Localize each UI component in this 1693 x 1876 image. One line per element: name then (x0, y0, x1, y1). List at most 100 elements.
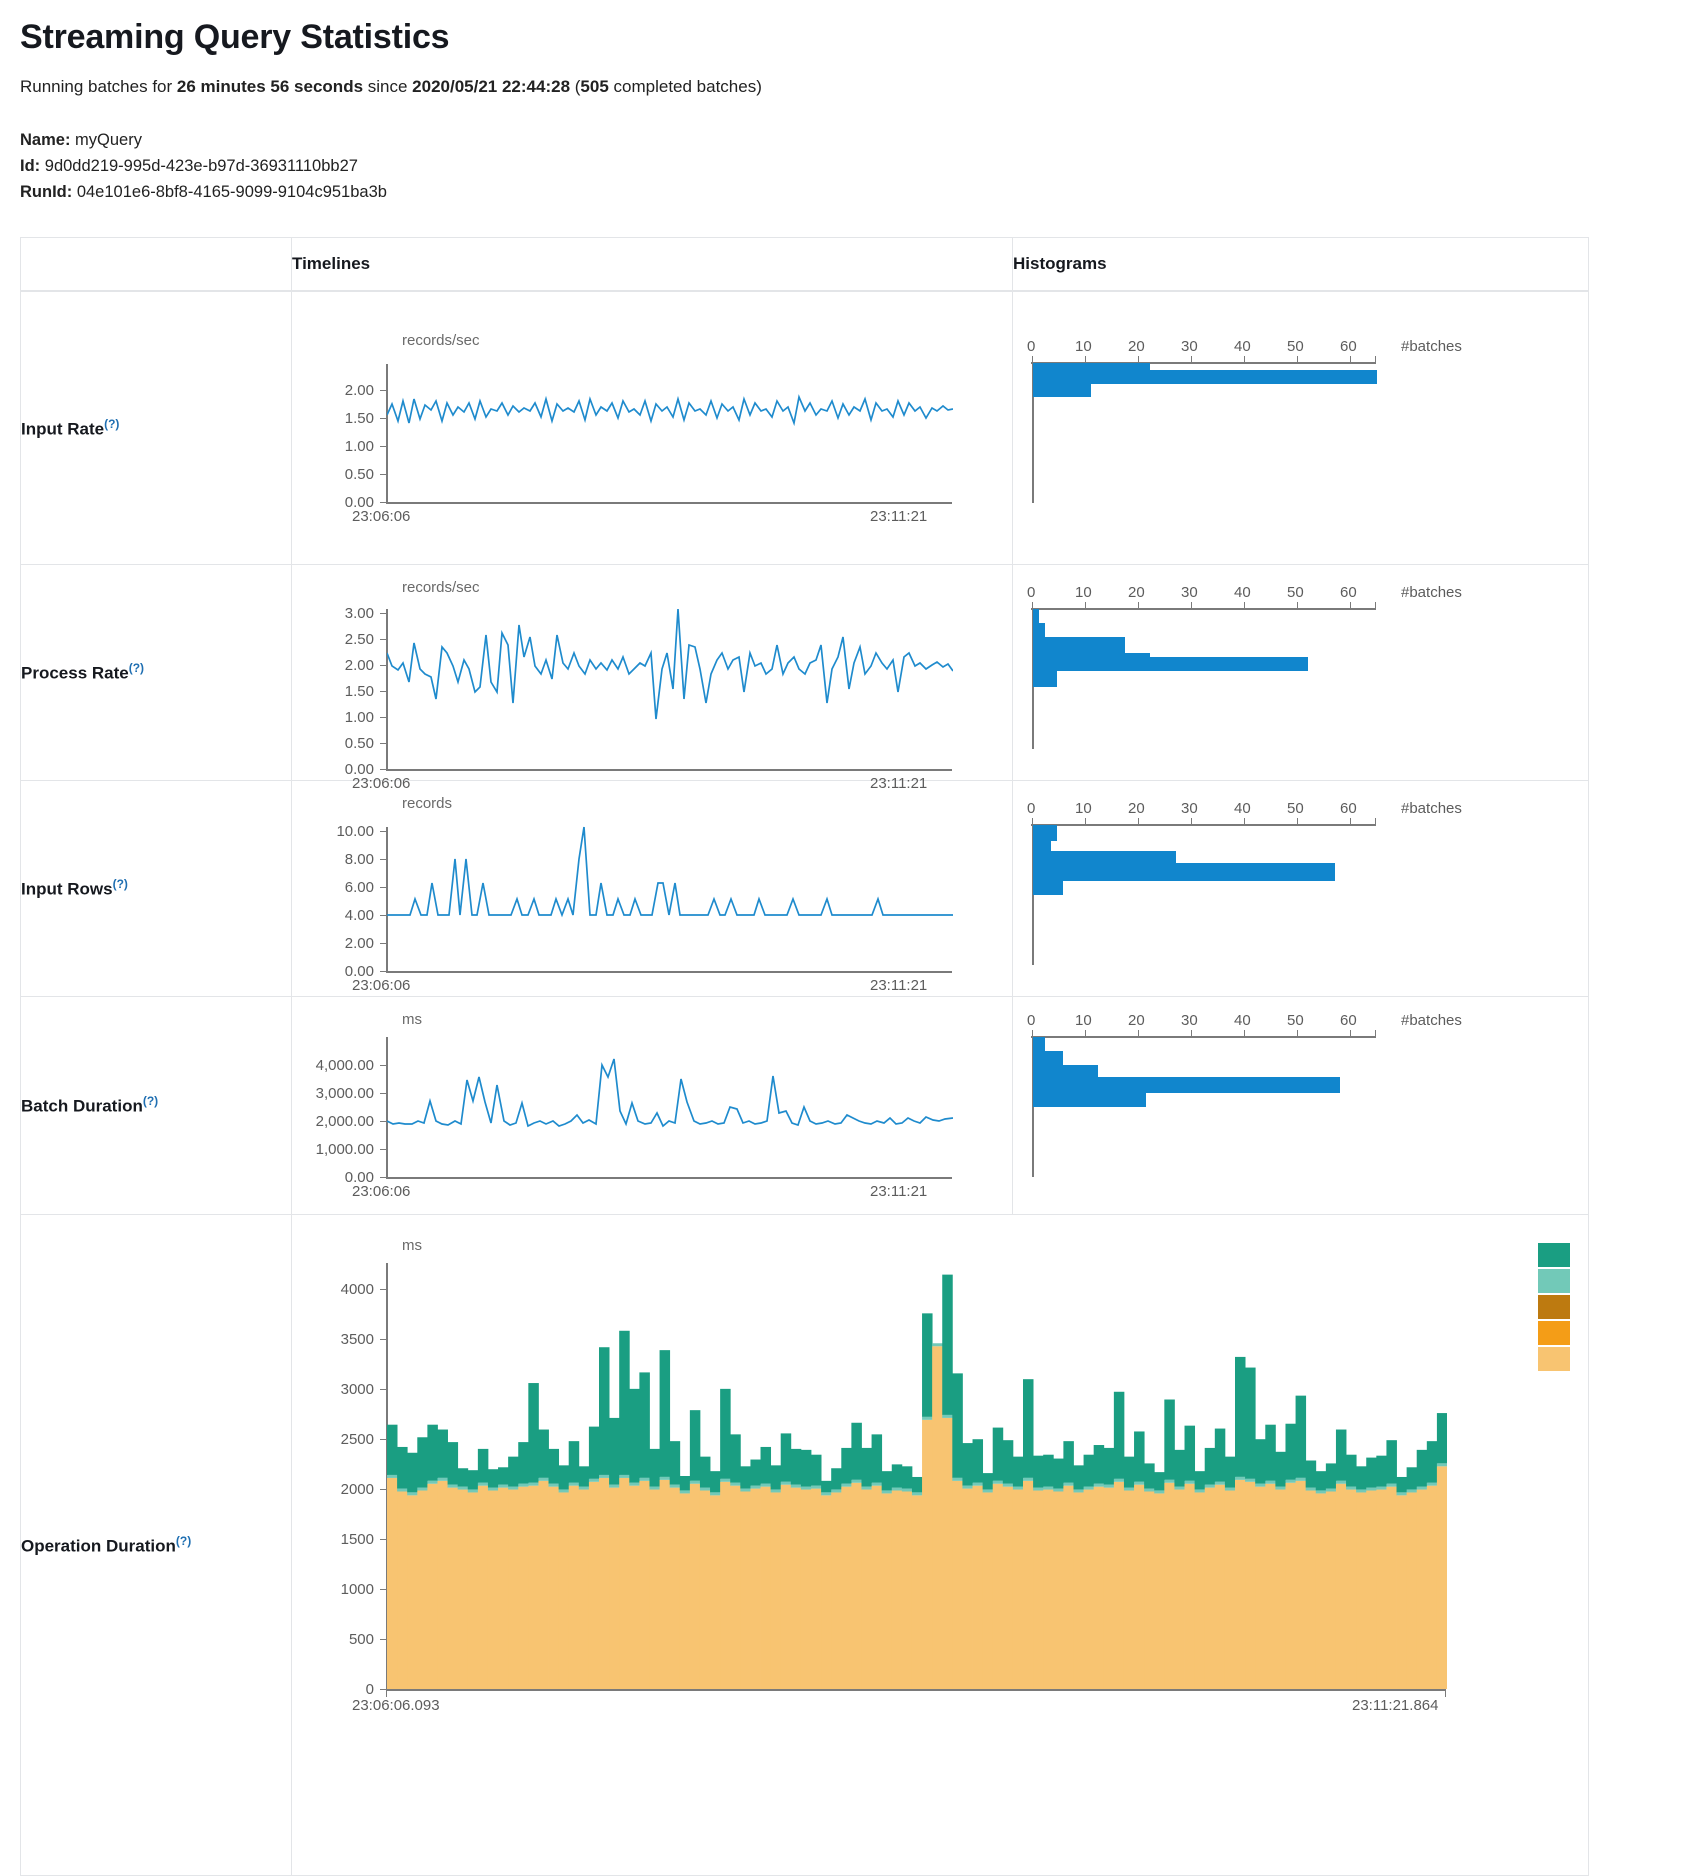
hist-tick-label: 0 (1027, 338, 1036, 355)
op-x-axis-line (386, 1689, 1446, 1691)
op-y-tick-label: 1000 (340, 1581, 374, 1598)
hist-unit-label: #batches (1401, 338, 1462, 355)
op-y-tick-mark (380, 1339, 386, 1340)
timeline-chart-input-rate: records/sec 2.00 1.50 1.00 0.50 0.00 (292, 292, 1012, 564)
hist-tick-mark (1350, 1030, 1351, 1037)
help-icon[interactable]: (?) (104, 416, 120, 431)
y-tick-mark (380, 915, 386, 916)
x-axis-line (386, 502, 952, 504)
histogram-cell-process-rate: 0 10 20 30 40 50 60 #batches (1012, 564, 1589, 781)
column-header-timelines: Timelines (291, 237, 1013, 292)
hist-tick-label: 40 (1234, 338, 1251, 355)
hist-tick-label: 50 (1287, 800, 1304, 817)
help-icon[interactable]: (?) (142, 1094, 159, 1109)
hist-tick-mark (1244, 818, 1245, 825)
op-y-tick-label: 2500 (340, 1431, 374, 1448)
legend-swatch-4[interactable] (1538, 1321, 1570, 1345)
y-tick-mark (380, 613, 386, 614)
y-tick-label: 0.00 (344, 761, 374, 778)
timeline-chart-process-rate: records/sec 3.00 2.50 2.00 1.50 1.00 0.5… (292, 565, 1012, 792)
y-tick-mark (380, 717, 386, 718)
operation-duration-cell: ms 4000 3500 3000 2500 2000 1500 1000 50… (291, 1214, 1589, 1876)
op-y-tick-label: 3000 (340, 1381, 374, 1398)
hist-tick-mark (1085, 818, 1086, 825)
completed-batch-count: 505 (580, 77, 609, 96)
hist-unit-label: #batches (1401, 800, 1462, 817)
hist-vertical-axis (1032, 825, 1034, 965)
hist-tick-mark (1085, 602, 1086, 609)
meta-name-line: Name: myQuery (20, 127, 1673, 153)
hist-tick-mark (1375, 1030, 1376, 1037)
timeline-cell-process-rate: records/sec 3.00 2.50 2.00 1.50 1.00 0.5… (291, 564, 1013, 792)
y-tick-label: 2.00 (344, 657, 374, 674)
y-tick-label: 1.00 (344, 438, 374, 455)
op-y-tick-mark (380, 1689, 386, 1690)
table-row-input-rows: Input Rows(?) records 10.00 8.00 6.00 4.… (20, 780, 1589, 997)
y-tick-mark (380, 743, 386, 744)
y-tick-label: 1.50 (344, 683, 374, 700)
help-icon[interactable]: (?) (175, 1533, 192, 1548)
hist-tick-mark (1191, 1030, 1192, 1037)
op-x-tick-mark (1445, 1689, 1446, 1697)
legend-swatch-5[interactable] (1538, 1347, 1570, 1371)
hist-tick-mark (1244, 356, 1245, 363)
hist-bar (1033, 1051, 1063, 1065)
op-y-tick-mark (380, 1539, 386, 1540)
hist-vertical-axis (1032, 1037, 1034, 1177)
timeline-polyline-input-rate (387, 394, 953, 427)
hist-tick-mark (1191, 602, 1192, 609)
meta-runid-label: RunId: (20, 183, 73, 201)
y-tick-label: 1.00 (344, 709, 374, 726)
timeline-polyline-batch-duration (387, 1058, 953, 1128)
meta-id-value: 9d0dd219-995d-423e-b97d-36931110bb27 (44, 157, 358, 175)
hist-tick-mark (1350, 356, 1351, 363)
hist-top-axis (1031, 608, 1376, 610)
hist-vertical-axis (1032, 363, 1034, 503)
hist-tick-label: 40 (1234, 800, 1251, 817)
table-head: Timelines Histograms (20, 237, 1589, 292)
op-x-tick-mark (386, 1689, 387, 1697)
running-prefix: Running batches for (20, 77, 177, 96)
hist-tick-mark (1375, 818, 1376, 825)
legend-swatch-3[interactable] (1538, 1295, 1570, 1319)
legend-swatch-1[interactable] (1538, 1243, 1570, 1267)
op-unit-label: ms (402, 1237, 422, 1254)
y-tick-mark (380, 446, 386, 447)
op-y-tick-mark (380, 1439, 386, 1440)
legend-swatch-2[interactable] (1538, 1269, 1570, 1293)
help-icon[interactable]: (?) (128, 661, 145, 676)
y-tick-label: 0.50 (344, 735, 374, 752)
hist-tick-label: 10 (1075, 1012, 1092, 1029)
x-axis-start-label: 23:06:06 (352, 1183, 411, 1200)
hist-tick-label: 30 (1181, 800, 1198, 817)
meta-id-line: Id: 9d0dd219-995d-423e-b97d-36931110bb27 (20, 153, 1673, 179)
row-label-text: Input Rate (21, 419, 105, 439)
row-label-batch-duration: Batch Duration(?) (20, 996, 292, 1215)
x-axis-start-label: 23:06:06 (352, 508, 411, 525)
meta-runid-line: RunId: 04e101e6-8bf8-4165-9099-9104c951b… (20, 179, 1673, 205)
timeline-cell-input-rows: records 10.00 8.00 6.00 4.00 2.00 0.00 (291, 780, 1013, 997)
y-tick-label: 3.00 (344, 605, 374, 622)
y-tick-label: 6.00 (344, 879, 374, 896)
op-y-tick-mark (380, 1289, 386, 1290)
hist-tick-mark (1138, 356, 1139, 363)
hist-tick-label: 30 (1181, 584, 1198, 601)
y-tick-mark (380, 665, 386, 666)
timeline-polyline-input-rows (387, 826, 953, 918)
y-tick-label: 2,000.00 (315, 1113, 374, 1130)
hist-tick-mark (1138, 1030, 1139, 1037)
y-tick-label: 3,000.00 (315, 1085, 374, 1102)
y-tick-mark (380, 390, 386, 391)
hist-tick-mark (1138, 602, 1139, 609)
y-tick-mark (380, 1121, 386, 1122)
op-y-tick-label: 2000 (340, 1481, 374, 1498)
y-axis-line (386, 609, 388, 769)
help-icon[interactable]: (?) (112, 877, 128, 892)
op-stacked-bars (387, 1274, 1447, 1689)
hist-bar (1033, 863, 1335, 881)
hist-bar (1033, 669, 1057, 687)
hist-tick-mark (1375, 356, 1376, 363)
table-body: Input Rate(?) records/sec 2.00 1.50 1.00… (20, 290, 1589, 1876)
column-header-blank (20, 237, 292, 292)
